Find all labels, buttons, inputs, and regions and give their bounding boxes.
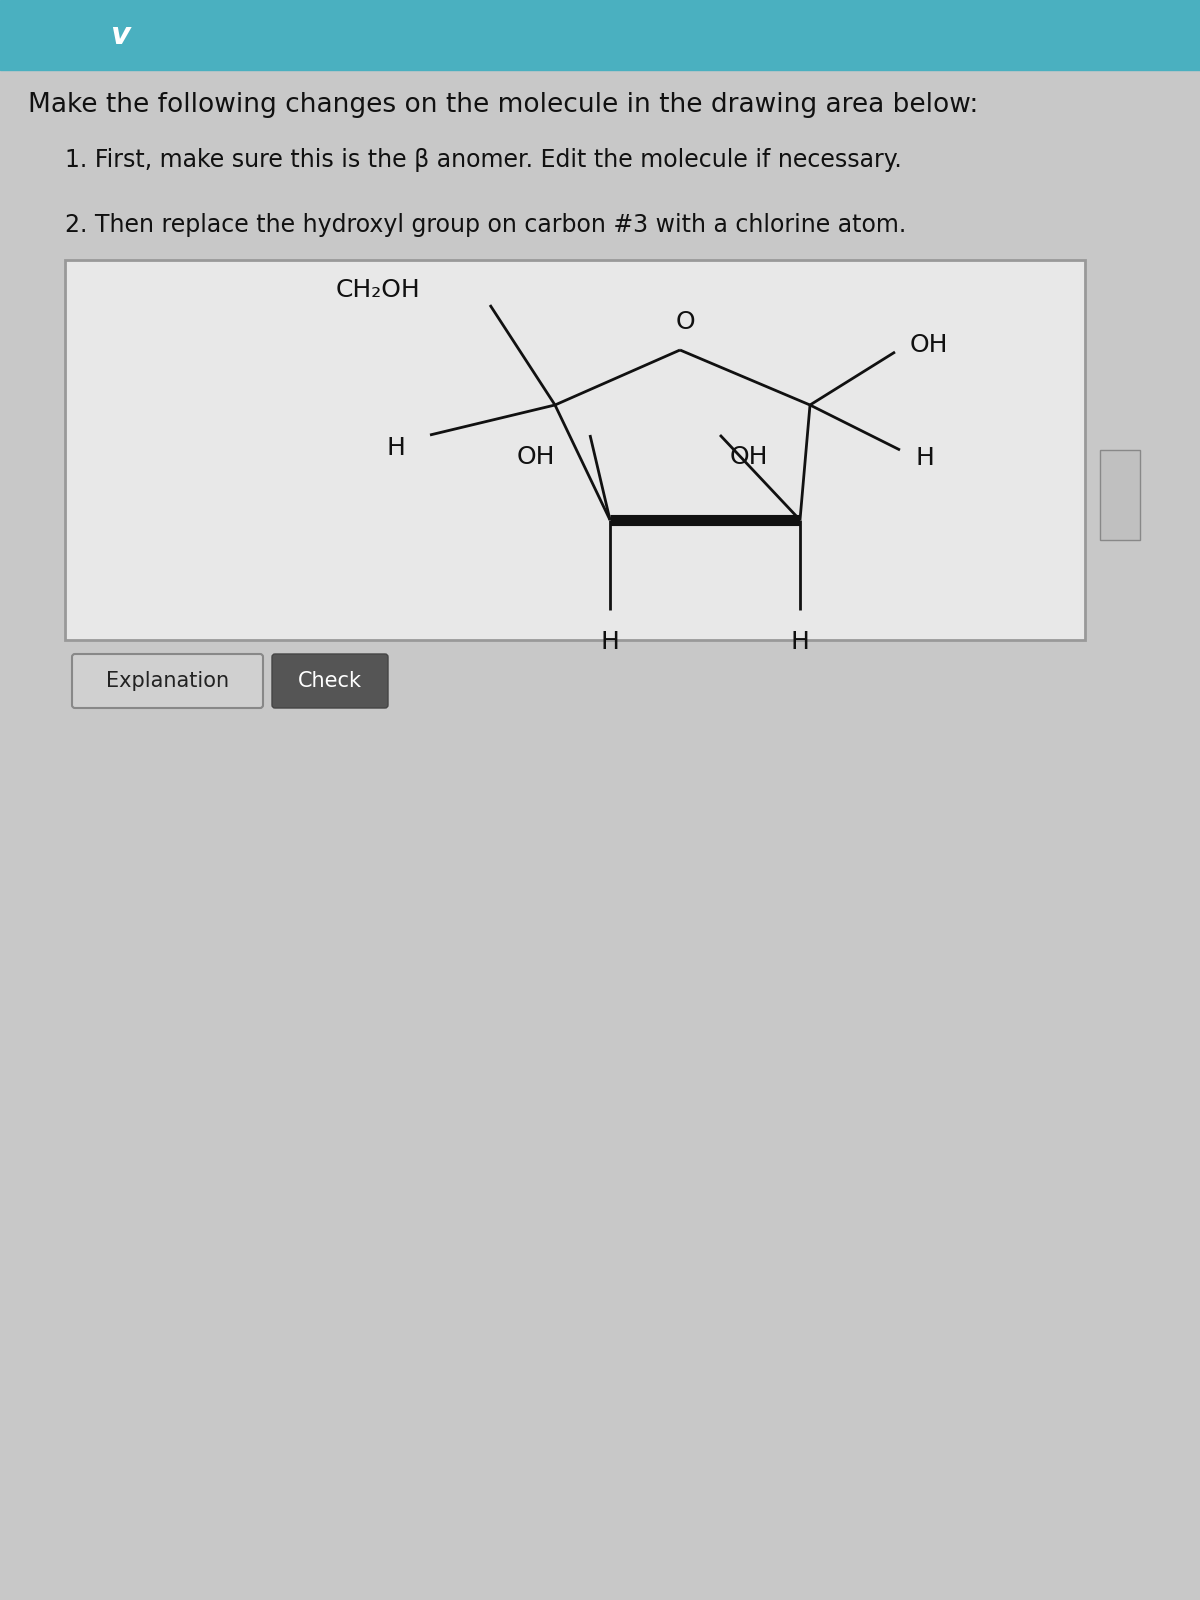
Bar (65, 259, 1085, 640)
Text: v: v (110, 21, 130, 50)
Text: 2. Then replace the hydroxyl group on carbon #3 with a chlorine atom.: 2. Then replace the hydroxyl group on ca… (65, 213, 906, 237)
Text: OH: OH (516, 445, 554, 469)
Text: H: H (916, 446, 934, 470)
Text: OH: OH (910, 333, 948, 357)
Text: CH₂OH: CH₂OH (335, 278, 420, 302)
Text: H: H (600, 630, 619, 654)
Text: O: O (676, 310, 695, 334)
Text: OH: OH (730, 445, 768, 469)
Text: H: H (791, 630, 810, 654)
Text: Check: Check (298, 670, 362, 691)
Bar (1100, 450, 1140, 541)
FancyBboxPatch shape (72, 654, 263, 707)
Bar (0, 0, 1200, 70)
Text: Make the following changes on the molecule in the drawing area below:: Make the following changes on the molecu… (28, 91, 978, 118)
Text: 1. First, make sure this is the β anomer. Edit the molecule if necessary.: 1. First, make sure this is the β anomer… (65, 149, 901, 171)
Text: H: H (386, 435, 406, 461)
FancyBboxPatch shape (272, 654, 388, 707)
Text: Explanation: Explanation (106, 670, 229, 691)
